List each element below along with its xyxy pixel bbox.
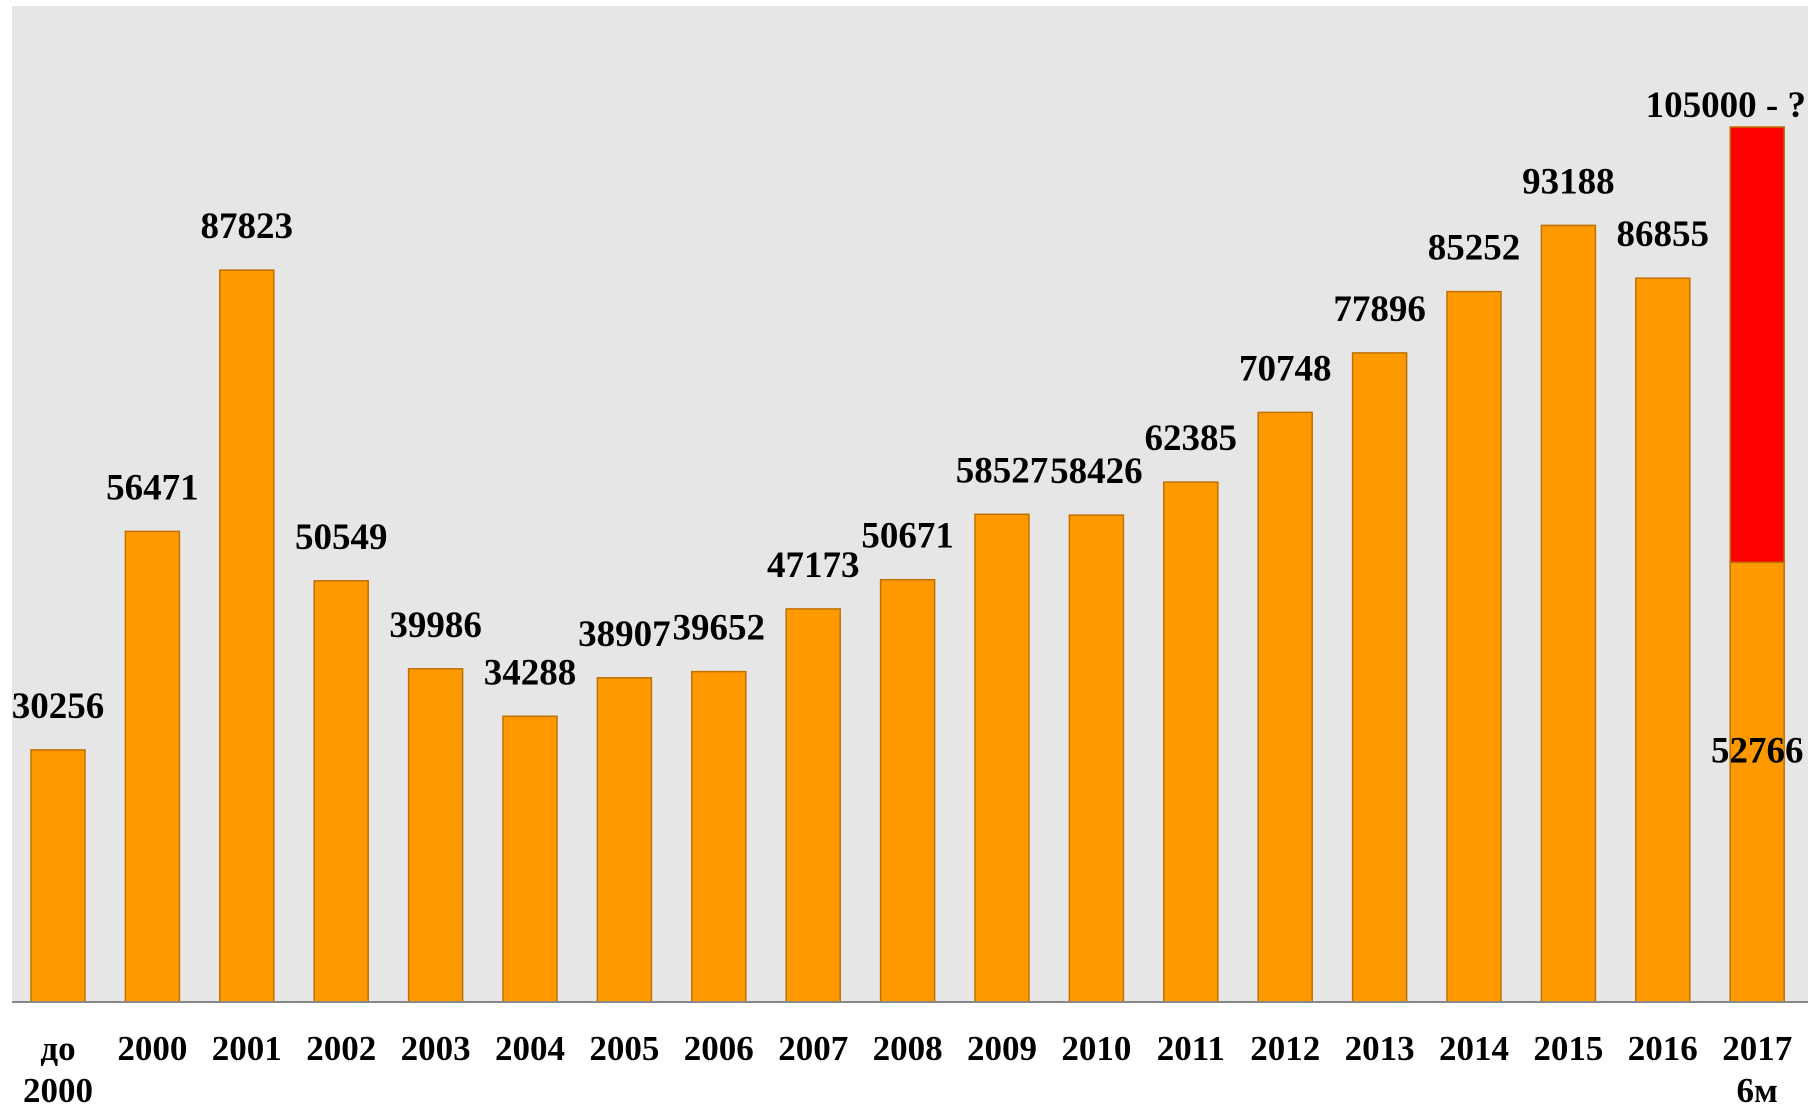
- value-label-6: 38907: [578, 614, 671, 655]
- value-label-0: 30256: [12, 686, 105, 727]
- x-tick-line-6-0: 2005: [589, 1029, 659, 1068]
- x-tick-label-14: 2013: [1345, 1029, 1415, 1068]
- value-label-12: 62385: [1145, 418, 1238, 459]
- x-tick-line-11-0: 2010: [1061, 1029, 1131, 1068]
- projection-label: 105000 - ?: [1646, 85, 1806, 126]
- x-tick-line-17-0: 2016: [1628, 1029, 1698, 1068]
- x-tick-label-8: 2007: [778, 1029, 848, 1068]
- bar-7: [691, 670, 747, 1003]
- bar-14: [1351, 352, 1408, 1003]
- x-tick-label-6: 2005: [589, 1029, 659, 1068]
- x-tick-line-3-0: 2002: [306, 1029, 376, 1068]
- x-tick-line-8-0: 2007: [778, 1029, 848, 1068]
- value-label-2: 87823: [201, 206, 294, 247]
- x-tick-label-2: 2001: [212, 1029, 282, 1068]
- bar-18: [1729, 561, 1785, 1003]
- value-label-4: 39986: [389, 605, 482, 646]
- x-tick-line-10-0: 2009: [967, 1029, 1037, 1068]
- bar-17: [1635, 277, 1691, 1003]
- bar-12: [1163, 481, 1219, 1003]
- x-tick-label-15: 2014: [1439, 1029, 1509, 1068]
- value-label-5: 34288: [484, 652, 577, 693]
- x-tick-line-18-0: 2017: [1722, 1029, 1792, 1068]
- bar-8: [785, 608, 841, 1003]
- value-label-16: 93188: [1522, 161, 1615, 202]
- bar-4: [407, 668, 464, 1003]
- value-label-15: 85252: [1428, 228, 1521, 269]
- value-label-9: 50671: [861, 516, 954, 557]
- x-tick-label-13: 2012: [1250, 1029, 1320, 1068]
- x-tick-label-11: 2010: [1061, 1029, 1131, 1068]
- value-label-1: 56471: [106, 467, 199, 508]
- bars-group: [30, 126, 1785, 1003]
- x-tick-line-16-0: 2015: [1533, 1029, 1603, 1068]
- bar-16: [1540, 224, 1597, 1003]
- x-tick-line-12-0: 2011: [1157, 1029, 1225, 1068]
- x-tick-label-17: 2016: [1628, 1029, 1698, 1068]
- bar-11: [1068, 514, 1125, 1003]
- x-tick-line-13-0: 2012: [1250, 1029, 1320, 1068]
- x-tick-line-15-0: 2014: [1439, 1029, 1509, 1068]
- value-label-13: 70748: [1239, 348, 1332, 389]
- x-tick-line-4-0: 2003: [401, 1029, 471, 1068]
- bar-3: [313, 580, 369, 1003]
- x-tick-line-9-0: 2008: [873, 1029, 943, 1068]
- bar-15: [1446, 290, 1502, 1003]
- bar-0: [30, 749, 86, 1003]
- x-tick-line-7-0: 2006: [684, 1029, 754, 1068]
- value-label-3: 50549: [295, 517, 388, 558]
- value-label-14: 77896: [1333, 289, 1426, 330]
- x-tick-line-5-0: 2004: [495, 1029, 565, 1068]
- value-label-17: 86855: [1617, 214, 1710, 255]
- x-tick-line-0-0: до: [40, 1029, 75, 1068]
- x-tick-label-10: 2009: [967, 1029, 1037, 1068]
- x-tick-line-18-1: 6м: [1737, 1071, 1778, 1105]
- value-label-10: 58527: [956, 450, 1049, 491]
- bar-9: [879, 578, 936, 1003]
- bar-1: [124, 530, 181, 1003]
- bar-2: [219, 269, 275, 1003]
- value-label-7: 39652: [673, 608, 766, 649]
- value-label-8: 47173: [767, 545, 860, 586]
- x-tick-label-3: 2002: [306, 1029, 376, 1068]
- bar-10: [974, 513, 1030, 1003]
- bar-13: [1257, 411, 1313, 1003]
- value-label-11: 58426: [1050, 451, 1143, 492]
- value-label-18: 52766: [1711, 730, 1804, 771]
- x-tick-line-0-1: 2000: [23, 1071, 93, 1105]
- x-tick-label-4: 2003: [401, 1029, 471, 1068]
- x-tick-label-1: 2000: [117, 1029, 187, 1068]
- x-tick-line-14-0: 2013: [1345, 1029, 1415, 1068]
- x-tick-label-18: 2017 6м: [1722, 1029, 1792, 1105]
- x-tick-label-12: 2011: [1157, 1029, 1225, 1068]
- x-tick-line-2-0: 2001: [212, 1029, 282, 1068]
- bar-6: [596, 677, 653, 1003]
- projection-bar: [1729, 126, 1785, 564]
- x-tick-label-7: 2006: [684, 1029, 754, 1068]
- x-tick-line-1-0: 2000: [117, 1029, 187, 1068]
- x-tick-label-9: 2008: [873, 1029, 943, 1068]
- x-tick-label-5: 2004: [495, 1029, 565, 1068]
- x-tick-label-0: до 2000: [23, 1029, 93, 1105]
- x-tick-label-16: 2015: [1533, 1029, 1603, 1068]
- bar-5: [502, 715, 558, 1003]
